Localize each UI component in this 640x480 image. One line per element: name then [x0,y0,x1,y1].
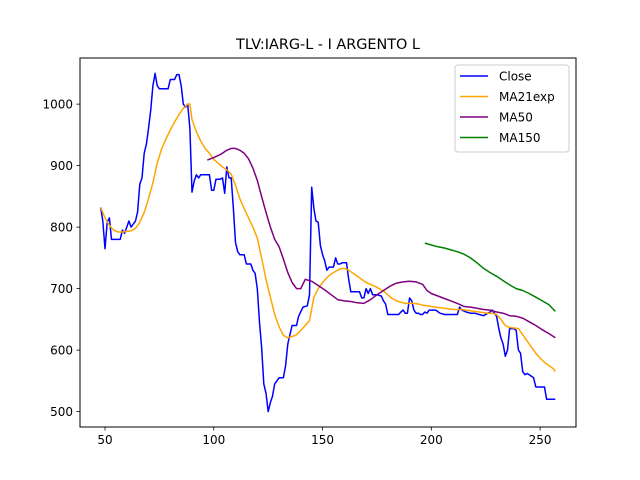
legend-label-ma150: MA150 [499,131,540,145]
chart-title: TLV:IARG-L - I ARGENTO L [235,37,420,53]
x-tick-label: 50 [97,433,112,447]
series-line-ma50 [207,147,556,339]
y-axis: 500 600 700 800 900 1000 [42,97,80,419]
x-tick-label: 100 [202,433,225,447]
legend-label-ma21exp: MA21exp [499,90,555,104]
series-line-close [99,72,556,413]
x-axis: 50 100 150 200 250 [97,427,552,447]
series-line-ma150 [424,242,556,312]
legend-box [454,64,570,153]
y-tick-label: 1000 [42,97,73,111]
y-tick-label: 500 [50,405,73,419]
legend-label-close: Close [499,69,532,83]
y-tick-label: 800 [50,220,73,234]
y-tick-label: 700 [50,282,73,296]
x-tick-label: 200 [420,433,443,447]
y-tick-label: 900 [50,159,73,173]
y-tick-label: 600 [50,343,73,357]
x-tick-label: 150 [311,433,334,447]
legend-label-ma50: MA50 [499,110,533,124]
series-line-ma21exp [100,103,556,373]
legend: Close MA21exp MA50 MA150 [454,64,570,153]
axes-frame [79,57,577,428]
x-tick-label: 250 [529,433,552,447]
plot-area [99,72,556,413]
